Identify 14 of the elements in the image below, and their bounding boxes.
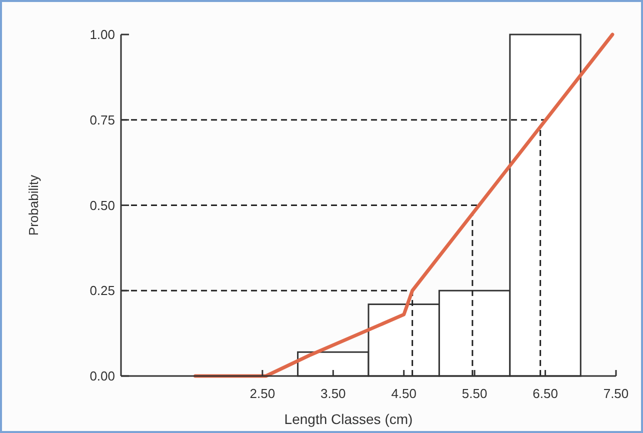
x-tick-label: 7.50 bbox=[603, 386, 629, 401]
x-axis-title: Length Classes (cm) bbox=[284, 411, 413, 427]
y-axis-title: Probability bbox=[26, 174, 41, 236]
y-tick-label: 1.00 bbox=[90, 27, 115, 42]
x-tick-label: 4.50 bbox=[391, 386, 417, 401]
y-tick-label: 0.75 bbox=[90, 112, 115, 128]
y-tick-label: 0.00 bbox=[90, 368, 115, 384]
x-tick-label: 2.50 bbox=[250, 386, 276, 401]
x-tick-label: 3.50 bbox=[320, 386, 346, 401]
x-tick-label: 5.50 bbox=[462, 386, 488, 401]
y-tick-label: 0.25 bbox=[90, 283, 115, 298]
x-tick-label: 6.50 bbox=[532, 386, 558, 401]
y-tick-label: 0.50 bbox=[90, 198, 115, 213]
line-series bbox=[194, 32, 614, 378]
